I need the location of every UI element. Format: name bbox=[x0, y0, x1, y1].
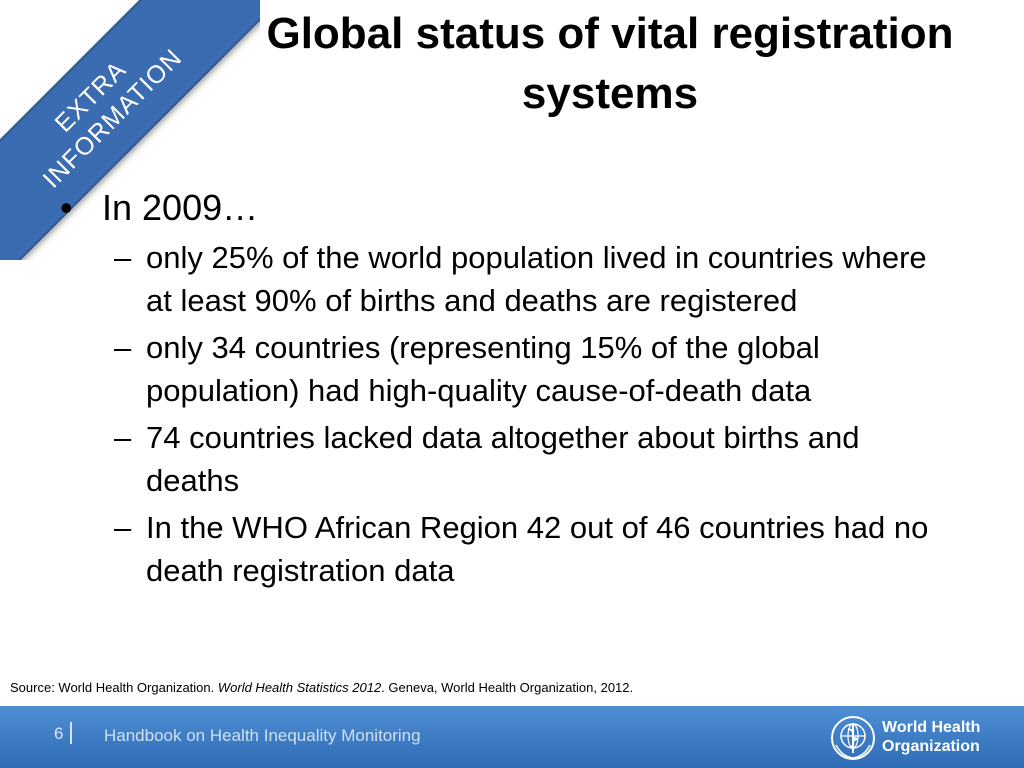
source-title: World Health Statistics 2012 bbox=[217, 680, 382, 695]
page-number: 6 bbox=[54, 724, 64, 743]
bullet-list: • In 2009… – only 25% of the world popul… bbox=[60, 186, 960, 596]
source-prefix: Source: World Health Organization. bbox=[10, 680, 218, 695]
dash-icon: – bbox=[114, 240, 132, 275]
sub-bullet: – 74 countries lacked data altogether ab… bbox=[114, 416, 960, 502]
sub-bullet-text: 74 countries lacked data altogether abou… bbox=[146, 420, 860, 498]
source-citation: Source: World Health Organization. World… bbox=[10, 679, 633, 697]
dash-icon: – bbox=[114, 330, 132, 365]
handbook-title: Handbook on Health Inequality Monitoring bbox=[104, 726, 421, 745]
main-bullet: • In 2009… bbox=[60, 186, 960, 230]
who-line-2: Organization bbox=[882, 738, 980, 755]
sub-bullet: – In the WHO African Region 42 out of 46… bbox=[114, 506, 960, 592]
footer-separator bbox=[70, 722, 72, 744]
slide-title: Global status of vital registration syst… bbox=[200, 4, 1020, 124]
who-line-1: World Health bbox=[882, 719, 981, 736]
footer-bar: 6 Handbook on Health Inequality Monitori… bbox=[0, 706, 1024, 768]
who-emblem-icon bbox=[831, 716, 875, 760]
sub-bullet: – only 34 countries (representing 15% of… bbox=[114, 326, 960, 412]
dash-icon: – bbox=[114, 510, 132, 545]
dash-icon: – bbox=[114, 420, 132, 455]
title-line-2: systems bbox=[521, 69, 699, 118]
source-suffix: . Geneva, World Health Organization, 201… bbox=[381, 680, 634, 695]
main-bullet-text: In 2009… bbox=[102, 187, 259, 228]
who-wordmark: World Health Organization bbox=[882, 718, 980, 756]
sub-bullet-text: only 34 countries (representing 15% of t… bbox=[146, 330, 820, 408]
sub-bullet-text: In the WHO African Region 42 out of 46 c… bbox=[146, 510, 929, 588]
title-line-1: Global status of vital registration bbox=[266, 9, 954, 58]
bullet-dot-icon: • bbox=[60, 187, 73, 228]
sub-bullet: – only 25% of the world population lived… bbox=[114, 236, 960, 322]
sub-bullet-text: only 25% of the world population lived i… bbox=[146, 240, 927, 318]
